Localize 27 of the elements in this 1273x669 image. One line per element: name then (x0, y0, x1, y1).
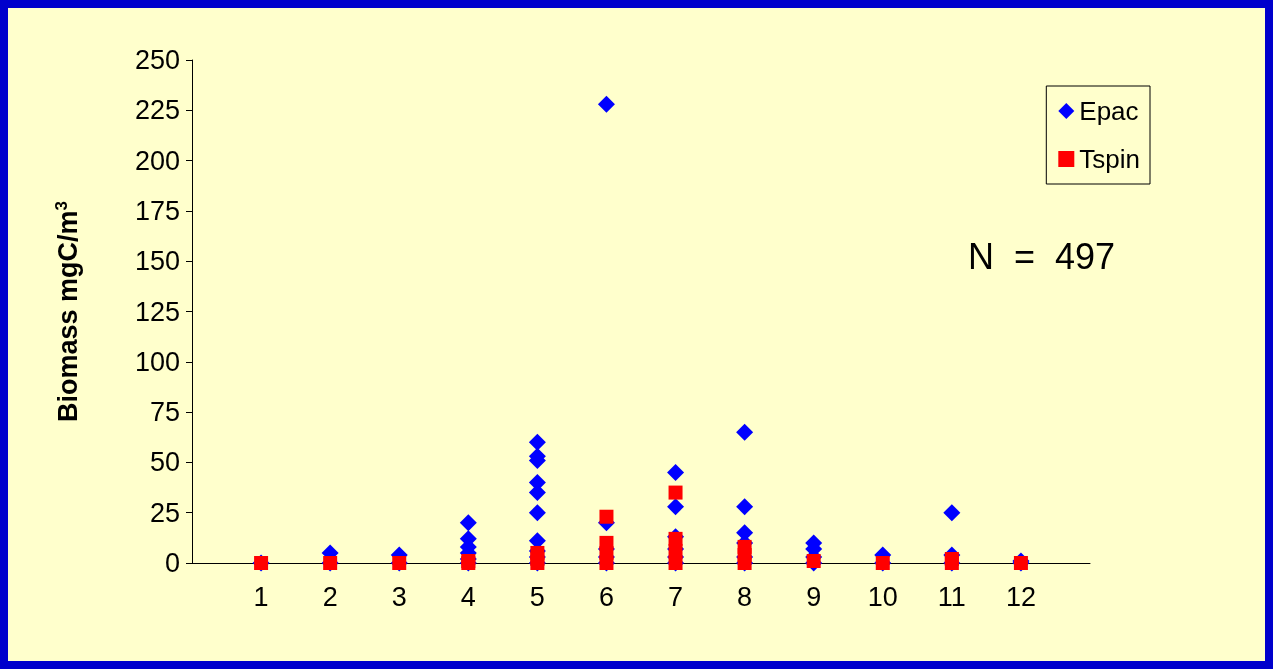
x-tick-label: 5 (529, 581, 545, 612)
x-tick-label: 3 (391, 581, 407, 612)
y-tick-label: 125 (134, 296, 180, 327)
x-tick-label: 8 (737, 581, 753, 612)
x-tick-label: 12 (1005, 581, 1036, 612)
y-axis-title: Biomass mgC/m3 (52, 200, 83, 423)
x-tick-label: 11 (937, 581, 966, 612)
y-tick-label: 225 (134, 95, 180, 126)
x-tick-label: 7 (668, 581, 684, 612)
x-tick-label: 4 (460, 581, 476, 612)
annotation: N = 497 (967, 235, 1115, 277)
y-tick-label: 100 (134, 346, 180, 377)
x-tick-label: 9 (806, 581, 822, 612)
y-tick-label: 250 (134, 45, 180, 75)
x-tick-label: 1 (253, 581, 269, 612)
y-tick-label: 75 (149, 397, 180, 428)
x-tick-label: 6 (598, 581, 614, 612)
y-tick-label: 25 (149, 497, 180, 528)
y-tick-label: 200 (134, 145, 180, 176)
legend-label: Epac (1079, 96, 1139, 126)
x-tick-label: 2 (322, 581, 338, 612)
y-tick-label: 50 (149, 447, 180, 478)
legend-label: Tspin (1079, 144, 1141, 174)
y-tick-label: 175 (134, 195, 180, 226)
x-tick-label: 10 (867, 581, 898, 612)
y-tick-label: 150 (134, 246, 180, 277)
y-tick-label: 0 (164, 548, 180, 578)
